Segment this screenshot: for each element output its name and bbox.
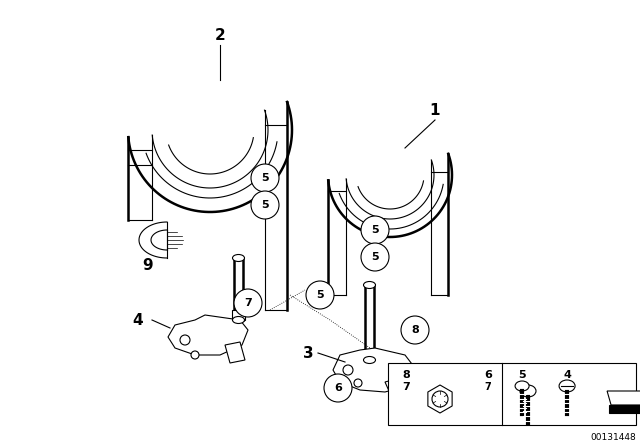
Bar: [388, 363, 636, 425]
Text: 7: 7: [484, 382, 492, 392]
Circle shape: [191, 351, 199, 359]
Circle shape: [324, 374, 352, 402]
Polygon shape: [428, 385, 452, 413]
Text: 6: 6: [334, 383, 342, 393]
Circle shape: [343, 365, 353, 375]
Text: 00131448: 00131448: [590, 433, 636, 442]
Ellipse shape: [364, 357, 376, 363]
Text: 7: 7: [244, 298, 252, 308]
Circle shape: [354, 379, 362, 387]
Text: 5: 5: [316, 290, 324, 300]
Ellipse shape: [232, 316, 244, 323]
Circle shape: [180, 335, 190, 345]
Text: 4: 4: [132, 313, 143, 327]
Text: 4: 4: [563, 370, 571, 380]
Circle shape: [251, 164, 279, 192]
Text: 3: 3: [303, 345, 314, 361]
Circle shape: [361, 216, 389, 244]
Circle shape: [361, 243, 389, 271]
Ellipse shape: [515, 381, 529, 391]
Text: 5: 5: [371, 252, 379, 262]
Text: 5: 5: [518, 370, 526, 380]
Ellipse shape: [364, 281, 376, 289]
Ellipse shape: [559, 380, 575, 392]
Polygon shape: [225, 342, 245, 363]
Polygon shape: [333, 348, 415, 392]
Text: 6: 6: [484, 370, 492, 380]
Text: 9: 9: [143, 258, 154, 272]
Bar: [232, 310, 245, 320]
Text: 5: 5: [371, 225, 379, 235]
Text: 7: 7: [402, 382, 410, 392]
Ellipse shape: [232, 254, 244, 262]
Text: 8: 8: [411, 325, 419, 335]
Circle shape: [432, 391, 448, 407]
Polygon shape: [385, 378, 408, 400]
Circle shape: [234, 289, 262, 317]
Circle shape: [401, 316, 429, 344]
Ellipse shape: [520, 385, 536, 397]
Text: 8: 8: [402, 370, 410, 380]
Text: 1: 1: [429, 103, 440, 117]
Polygon shape: [607, 391, 640, 405]
Text: 5: 5: [261, 173, 269, 183]
Polygon shape: [609, 405, 640, 413]
Text: 2: 2: [214, 27, 225, 43]
Text: 5: 5: [261, 200, 269, 210]
Polygon shape: [168, 315, 248, 355]
Circle shape: [251, 191, 279, 219]
Circle shape: [306, 281, 334, 309]
